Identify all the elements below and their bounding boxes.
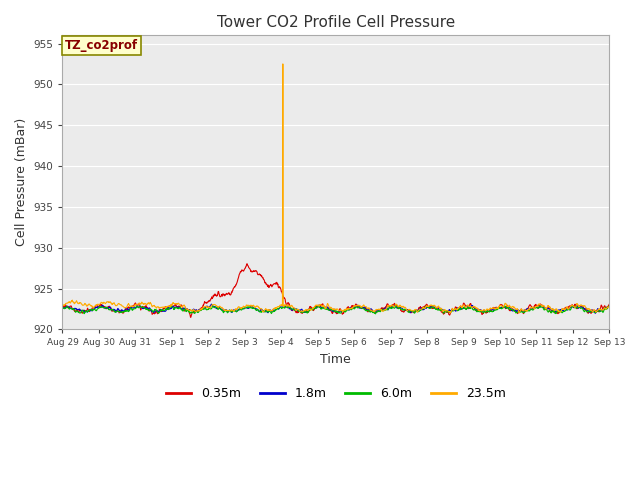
1.8m <box>605 304 613 310</box>
6.0m <box>493 307 500 312</box>
6.0m <box>422 304 429 310</box>
23.5m <box>541 304 549 310</box>
23.5m <box>180 302 188 308</box>
23.5m <box>279 61 287 67</box>
1.8m <box>493 305 500 311</box>
1.8m <box>242 305 250 311</box>
6.0m <box>167 304 175 310</box>
Title: Tower CO2 Profile Cell Pressure: Tower CO2 Profile Cell Pressure <box>217 15 455 30</box>
1.8m <box>59 305 67 311</box>
6.0m <box>372 311 380 317</box>
6.0m <box>605 304 613 310</box>
23.5m <box>421 305 429 311</box>
Legend: 0.35m, 1.8m, 6.0m, 23.5m: 0.35m, 1.8m, 6.0m, 23.5m <box>161 383 511 406</box>
0.35m <box>422 303 429 309</box>
0.35m <box>541 306 549 312</box>
6.0m <box>241 304 249 310</box>
0.35m <box>180 308 188 313</box>
23.5m <box>605 304 613 310</box>
0.35m <box>187 314 195 320</box>
1.8m <box>421 305 429 311</box>
6.0m <box>283 302 291 308</box>
Line: 0.35m: 0.35m <box>63 264 609 317</box>
Line: 6.0m: 6.0m <box>63 305 609 314</box>
0.35m <box>59 303 67 309</box>
0.35m <box>243 261 251 267</box>
23.5m <box>59 302 67 308</box>
23.5m <box>167 302 175 308</box>
0.35m <box>493 304 500 310</box>
1.8m <box>591 311 599 316</box>
23.5m <box>515 310 523 316</box>
1.8m <box>167 305 175 311</box>
0.35m <box>167 302 175 308</box>
1.8m <box>180 305 188 311</box>
6.0m <box>541 306 549 312</box>
Y-axis label: Cell Pressure (mBar): Cell Pressure (mBar) <box>15 118 28 246</box>
0.35m <box>605 301 613 307</box>
Line: 23.5m: 23.5m <box>63 64 609 313</box>
1.8m <box>207 301 215 307</box>
Text: TZ_co2prof: TZ_co2prof <box>65 38 138 51</box>
6.0m <box>59 304 67 310</box>
23.5m <box>241 304 249 310</box>
6.0m <box>180 306 188 312</box>
Line: 1.8m: 1.8m <box>63 304 609 313</box>
0.35m <box>242 264 250 270</box>
1.8m <box>541 304 548 310</box>
23.5m <box>493 305 500 311</box>
X-axis label: Time: Time <box>321 353 351 366</box>
